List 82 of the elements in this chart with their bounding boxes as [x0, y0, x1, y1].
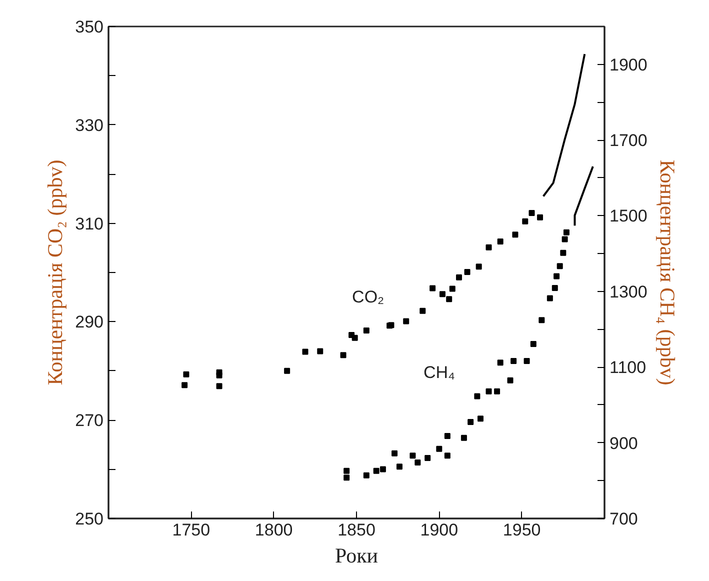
y2-tick-label: 1300: [610, 282, 648, 302]
y-tick-label: 250: [75, 510, 104, 528]
point: [510, 358, 517, 364]
point: [460, 434, 467, 441]
point: [546, 295, 553, 302]
point: [439, 291, 446, 298]
point: [444, 452, 450, 459]
point: [537, 214, 544, 220]
point: [392, 450, 398, 456]
point: [344, 474, 350, 481]
point: [216, 383, 222, 390]
point: [494, 388, 500, 394]
point: [420, 308, 426, 314]
y-tick-label: 310: [75, 214, 104, 234]
y2-tick-label: 1900: [610, 55, 648, 74]
y-tick-label: 350: [75, 18, 104, 36]
point: [344, 468, 350, 474]
point: [486, 388, 492, 394]
point: [507, 377, 514, 384]
point: [446, 296, 452, 302]
series-label: CH₄: [423, 362, 455, 382]
y-axis-title: Концентрація CO₂ (ppbv): [43, 160, 68, 386]
y-tick-label: 270: [75, 411, 104, 430]
point: [563, 229, 570, 236]
point: [340, 352, 346, 358]
line-series: [542, 53, 586, 198]
y2-tick-label: 1100: [610, 358, 646, 378]
point: [556, 263, 563, 270]
point: [216, 372, 222, 378]
y2-tick-label: 1500: [610, 206, 648, 226]
point: [396, 464, 402, 470]
point: [522, 218, 528, 224]
point: [430, 285, 436, 292]
x-tick-label: 1950: [502, 520, 541, 540]
point: [560, 250, 566, 256]
y2-tick-label: 900: [610, 434, 638, 453]
point: [497, 360, 504, 366]
point: [410, 452, 416, 459]
x-tick-label: 1850: [338, 520, 376, 540]
point: [352, 334, 358, 341]
point: [380, 466, 386, 472]
x-tick-label: 1800: [254, 520, 293, 540]
y-tick-label: 330: [75, 116, 104, 135]
point: [414, 459, 421, 466]
point: [183, 371, 190, 378]
point: [444, 432, 450, 439]
point: [497, 238, 504, 245]
point: [530, 341, 536, 348]
point: [538, 317, 545, 324]
point: [552, 285, 558, 292]
point: [284, 368, 290, 374]
y2-tick-label: 700: [610, 510, 638, 528]
x-tick-label: 1900: [420, 520, 458, 540]
line-series: [574, 166, 594, 227]
x-axis-title: Роки: [334, 544, 378, 568]
point: [449, 286, 456, 292]
point: [363, 472, 370, 478]
point: [562, 236, 568, 242]
point: [474, 393, 480, 400]
x-tick-label: 1750: [172, 520, 210, 540]
point: [456, 274, 462, 280]
point: [554, 273, 560, 280]
point: [468, 418, 474, 425]
point: [528, 210, 535, 216]
y2-tick-label: 1700: [610, 131, 648, 150]
point: [403, 318, 410, 324]
point: [512, 232, 518, 238]
point: [182, 382, 188, 388]
point: [478, 416, 484, 422]
point: [317, 348, 324, 354]
y-tick-label: 290: [75, 312, 104, 332]
point: [424, 454, 431, 461]
y2-axis-title: Концентрація CH₄ (ppbv): [655, 160, 680, 386]
point: [524, 358, 530, 364]
point: [436, 446, 442, 452]
point: [373, 468, 380, 474]
series-label: CO₂: [352, 288, 384, 307]
point: [464, 269, 470, 276]
point: [476, 264, 482, 270]
point: [302, 348, 308, 355]
point: [486, 244, 492, 250]
point: [363, 328, 370, 334]
